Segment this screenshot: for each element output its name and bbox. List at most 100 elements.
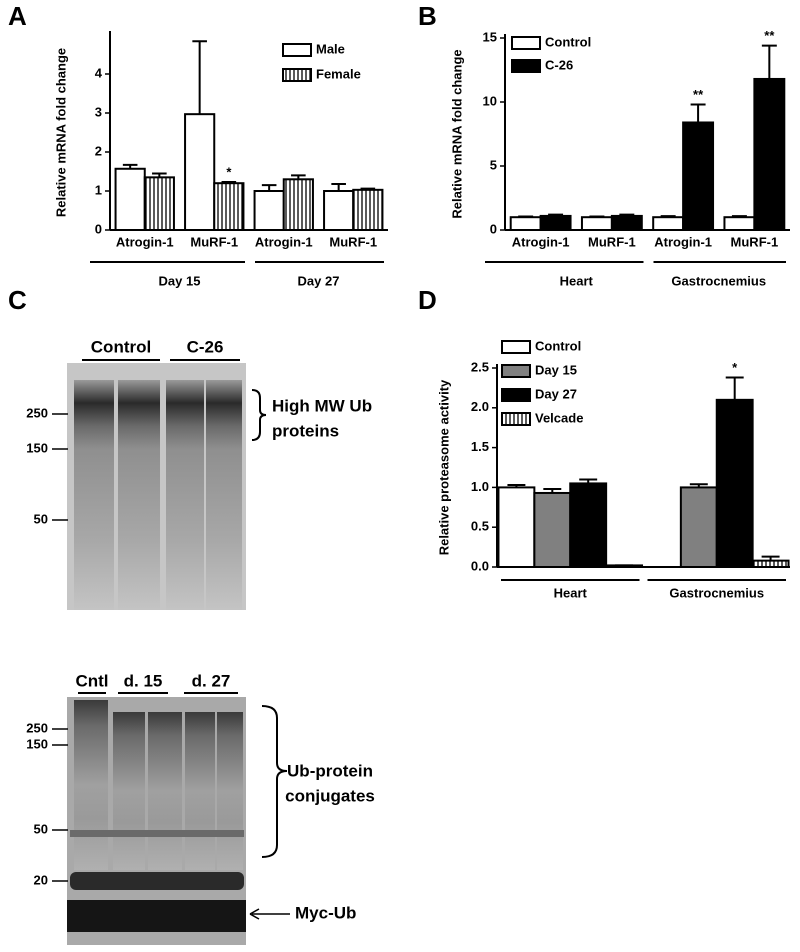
y-tick-label: 0 bbox=[490, 221, 497, 236]
bar bbox=[213, 182, 245, 231]
blot-lane bbox=[74, 700, 108, 870]
arrow-label: Myc-Ub bbox=[295, 903, 356, 922]
y-tick-label: 10 bbox=[483, 93, 497, 108]
y-tick-label: 1.5 bbox=[471, 439, 489, 454]
panel-letter: A bbox=[8, 1, 27, 31]
y-tick-label: 1.0 bbox=[471, 479, 489, 494]
group-label: Day 27 bbox=[298, 273, 340, 288]
legend-label: Day 27 bbox=[535, 386, 577, 401]
y-tick-label: 5 bbox=[490, 157, 497, 172]
error-bar bbox=[152, 172, 167, 178]
legend-label: Male bbox=[316, 41, 345, 56]
x-tick-label: Atrogin-1 bbox=[255, 234, 313, 249]
error-bar bbox=[579, 478, 598, 484]
error-bar bbox=[689, 483, 708, 488]
legend-label: Day 15 bbox=[535, 362, 577, 377]
error-bar bbox=[589, 215, 605, 218]
significance: ** bbox=[693, 87, 704, 102]
lane-label: Cntl bbox=[75, 671, 108, 690]
legend-swatch bbox=[511, 36, 541, 50]
group-label: Heart bbox=[560, 273, 594, 288]
blot-lane bbox=[217, 712, 243, 870]
error-bar bbox=[548, 213, 564, 216]
y-tick-label: 3 bbox=[95, 104, 102, 119]
group-label: Gastrocnemius bbox=[671, 273, 766, 288]
error-bar bbox=[690, 103, 706, 123]
y-tick-label: 0.5 bbox=[471, 519, 489, 534]
bar bbox=[569, 482, 608, 569]
blot-lane bbox=[206, 380, 242, 610]
lane-label: d. 27 bbox=[192, 671, 231, 690]
error-bar bbox=[331, 182, 346, 191]
marker-label: 50 bbox=[34, 821, 48, 836]
marker-label: 20 bbox=[34, 872, 48, 887]
bar bbox=[497, 486, 536, 568]
legend-label: Control bbox=[545, 34, 591, 49]
bar bbox=[652, 216, 685, 231]
blot-annotation: conjugates bbox=[285, 786, 375, 805]
bar bbox=[723, 216, 756, 231]
bar bbox=[753, 77, 786, 231]
blot-annotation: High MW Ub bbox=[272, 396, 372, 415]
y-tick-label: 0.0 bbox=[471, 558, 489, 573]
marker-label: 250 bbox=[26, 405, 48, 420]
lane-label: Control bbox=[91, 337, 151, 356]
blot-lane bbox=[74, 380, 114, 610]
bar bbox=[539, 214, 572, 231]
panel-letter: B bbox=[418, 1, 437, 31]
error-bar bbox=[261, 184, 277, 191]
panel-letter: D bbox=[418, 285, 437, 315]
y-tick-label: 2.5 bbox=[471, 359, 489, 374]
legend-swatch bbox=[282, 43, 312, 57]
bar bbox=[143, 176, 175, 232]
x-tick-label: MuRF-1 bbox=[190, 234, 238, 249]
y-axis-label: Relative proteasome activity bbox=[436, 379, 451, 555]
significance: ** bbox=[764, 28, 775, 43]
marker-label: 250 bbox=[26, 720, 48, 735]
error-bar bbox=[507, 484, 526, 488]
y-tick-label: 4 bbox=[95, 65, 103, 80]
bar bbox=[533, 491, 572, 568]
marker-label: 150 bbox=[26, 736, 48, 751]
error-bar bbox=[360, 187, 376, 190]
bar bbox=[679, 486, 718, 568]
group-label: Day 15 bbox=[159, 273, 201, 288]
blot-lane bbox=[166, 380, 204, 610]
blot-annotation: Ub-protein bbox=[287, 761, 373, 780]
error-bar bbox=[725, 376, 744, 400]
x-tick-label: Gastrocnemius bbox=[669, 585, 764, 600]
y-tick-label: 15 bbox=[483, 29, 497, 44]
significance: * bbox=[226, 164, 232, 179]
bar bbox=[253, 190, 285, 231]
error-bar bbox=[291, 174, 306, 180]
significance: * bbox=[732, 360, 738, 375]
x-tick-label: Atrogin-1 bbox=[654, 234, 712, 249]
x-tick-label: MuRF-1 bbox=[731, 234, 779, 249]
bracket bbox=[261, 705, 288, 858]
legend-label: C-26 bbox=[545, 57, 573, 72]
bar bbox=[509, 216, 542, 231]
legend-swatch bbox=[501, 340, 531, 354]
bar bbox=[580, 216, 613, 231]
panel-letter: C bbox=[8, 285, 27, 315]
bar bbox=[610, 214, 643, 231]
error-bar bbox=[761, 555, 780, 561]
x-tick-label: MuRF-1 bbox=[588, 234, 636, 249]
bar bbox=[715, 398, 754, 568]
y-axis-label: Relative mRNA fold change bbox=[449, 49, 464, 218]
legend-swatch bbox=[501, 364, 531, 378]
y-tick-label: 1 bbox=[95, 182, 102, 197]
error-bar bbox=[518, 215, 534, 218]
marker-label: 50 bbox=[34, 511, 48, 526]
blot-band bbox=[70, 872, 244, 890]
legend-swatch bbox=[501, 388, 531, 402]
legend-label: Velcade bbox=[535, 410, 583, 425]
legend-swatch bbox=[501, 412, 531, 426]
x-tick-label: Atrogin-1 bbox=[116, 234, 174, 249]
error-bar bbox=[192, 40, 207, 115]
bar bbox=[352, 188, 384, 231]
legend-swatch bbox=[282, 68, 312, 82]
y-tick-label: 2 bbox=[95, 143, 102, 158]
blot-lane bbox=[148, 712, 182, 870]
